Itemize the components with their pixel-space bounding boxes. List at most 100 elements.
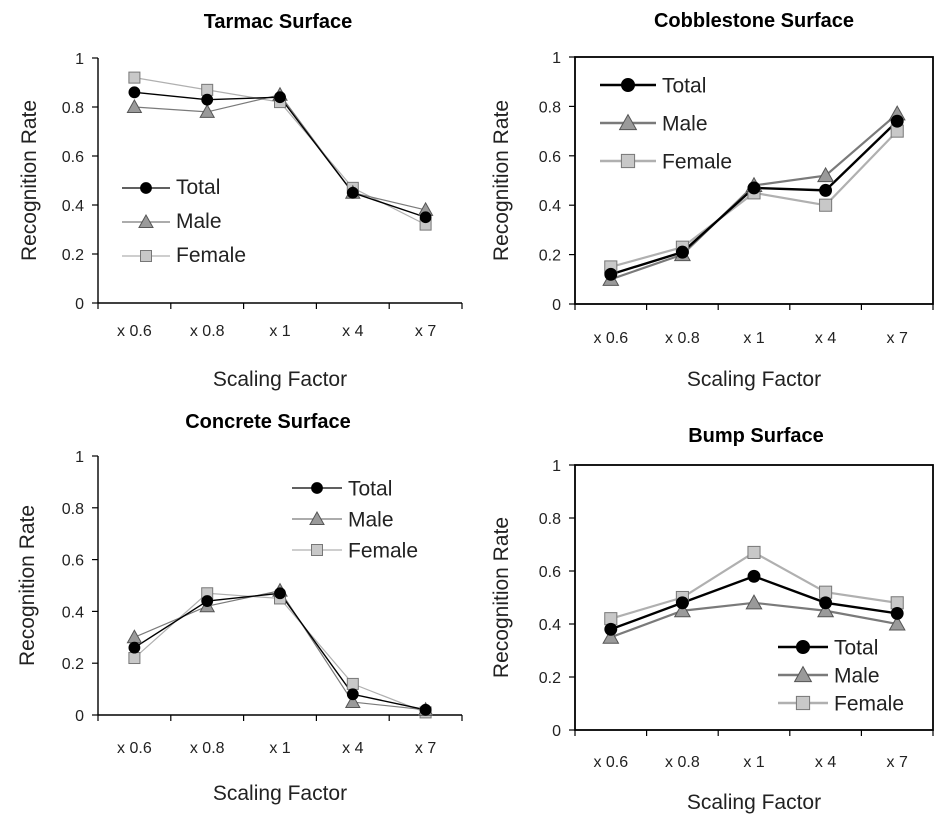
plot-frame [574,56,934,305]
y-tick-label: 0.8 [539,99,561,116]
data-point-male [602,628,620,644]
y-tick-label: 0 [75,708,84,725]
data-point-total [201,595,214,607]
legend-marker-female [311,544,323,556]
x-tick-label: x 7 [415,740,436,757]
data-point-male [199,103,216,118]
data-point-female [128,71,141,84]
y-tick-label: 1 [75,449,84,466]
y-tick-label: 0.4 [62,604,84,621]
y-axis-label: Recognition Rate [18,100,41,261]
y-tick-label: 0.8 [62,501,84,518]
x-tick-label: x 1 [269,740,290,757]
series-line-female [134,592,426,713]
legend-marker-male [793,665,813,683]
legend-marker-male [138,213,154,228]
legend-label-total: Total [348,478,392,501]
x-tick-label: x 0.6 [117,323,152,340]
data-point-total [419,211,432,224]
data-point-male [745,594,763,610]
data-point-total [819,183,833,197]
x-tick-label: x 1 [743,330,764,347]
y-tick-label: 0.8 [539,511,561,528]
data-point-male [344,694,361,709]
data-point-male [888,615,906,631]
data-point-total [346,186,359,199]
data-point-female [201,83,214,96]
data-point-male [817,166,835,183]
x-tick-label: x 4 [342,323,363,340]
data-point-total [201,93,214,106]
x-axis-label: Scaling Factor [687,368,821,391]
data-point-total [675,245,689,259]
series-line-male [134,590,426,711]
data-point-total [419,703,432,716]
y-axis-label: Recognition Rate [490,517,513,678]
data-point-total [604,622,618,636]
legend-label-male: Male [834,665,880,688]
y-axis-label: Recognition Rate [490,100,513,261]
legend-label-total: Total [662,75,706,98]
legend-label-female: Female [834,693,904,716]
legend-marker-female [620,153,636,169]
y-tick-label: 0.2 [62,656,84,673]
data-point-female [819,198,833,212]
legend-marker-total [311,482,323,494]
data-point-male [673,602,691,618]
x-tick-label: x 7 [887,330,908,347]
x-axis-label: Scaling Factor [213,368,347,391]
y-tick-label: 0.2 [539,670,561,687]
data-point-total [274,587,286,600]
data-point-female [346,677,359,690]
legend-marker-female [795,695,811,711]
y-tick-label: 0.2 [62,247,84,264]
legend-label-female: Female [348,540,418,563]
legend-marker-total [796,640,811,655]
y-tick-label: 0 [552,723,561,740]
data-point-total [675,596,689,610]
data-point-total [747,181,761,195]
data-point-total [890,606,904,620]
y-tick-label: 0.6 [62,149,84,166]
legend-marker-male [618,113,638,131]
chart-panel-1: Tarmac Surface 0 0.2 0.4 0.6 0.8 1 x 0.6 x 0.8 x … [18,11,463,391]
legend-label-male: Male [176,210,222,233]
x-tick-label: x 0.8 [190,740,225,757]
legend-label-female: Female [176,244,246,267]
y-tick-label: 0.8 [62,100,84,117]
y-tick-label: 0.4 [62,198,84,215]
chart-title: Tarmac Surface [204,11,353,33]
chart-panel-2: Cobblestone Surface 0 0.2 0.4 0.6 0.8 1 x 0.6 x … [490,10,934,391]
y-tick-label: 0.4 [539,617,561,634]
data-point-total [346,688,359,701]
x-tick-label: x 4 [815,330,836,347]
data-point-female [747,545,761,560]
x-tick-label: x 0.6 [593,754,628,771]
x-tick-label: x 4 [342,740,363,757]
x-tick-label: x 0.8 [190,323,225,340]
data-point-total [274,91,286,104]
y-tick-label: 0.6 [539,149,561,166]
data-point-male [126,629,143,644]
y-tick-label: 0.6 [62,553,84,570]
data-point-total [819,596,833,610]
legend-label-total: Total [176,176,220,199]
x-tick-label: x 1 [269,323,290,340]
legend-marker-female [140,250,152,262]
x-tick-label: x 7 [415,323,436,340]
y-tick-label: 0.6 [539,564,561,581]
data-point-total [128,86,141,99]
chart-title: Cobblestone Surface [654,10,854,32]
legend-marker-male [309,510,325,525]
chart-title: Bump Surface [688,425,824,447]
legend-marker-total [140,182,152,194]
y-tick-label: 0.2 [539,248,561,265]
x-axis-label: Scaling Factor [687,791,821,814]
chart-panel-4: Bump Surface 0 0.2 0.4 0.6 0.8 1 x 0.6 x 0.8 x 1 x… [490,425,934,814]
legend-marker-total [621,78,636,93]
data-point-total [890,114,904,128]
legend-label-total: Total [834,637,878,660]
data-point-total [747,569,761,583]
legend-label-male: Male [662,113,708,136]
